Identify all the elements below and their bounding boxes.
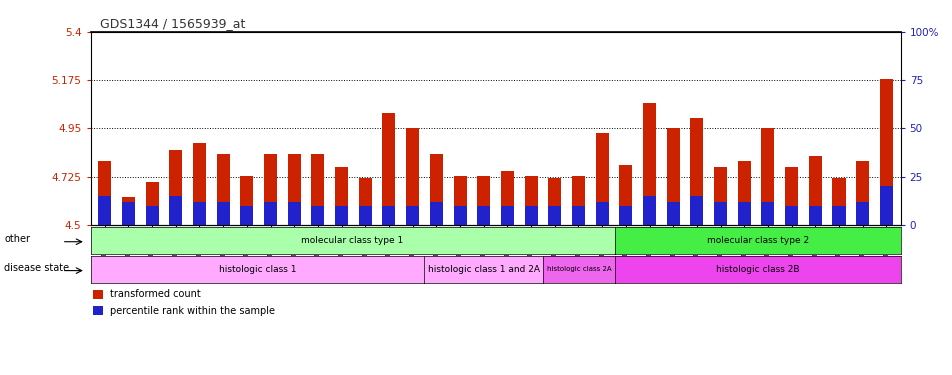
Bar [216,202,229,225]
Bar [666,202,679,225]
Bar [406,128,419,225]
Bar [571,206,585,225]
Bar [689,196,703,225]
Bar [784,206,798,225]
Bar [737,160,750,225]
Bar [477,206,489,225]
Bar [382,113,395,225]
Bar [288,202,301,225]
Bar [524,176,537,225]
Bar [547,178,561,225]
Bar [595,202,608,225]
Bar [169,150,182,225]
Bar [713,202,726,225]
Bar [335,206,347,225]
Text: percentile rank within the sample: percentile rank within the sample [109,306,274,316]
Bar [264,202,277,225]
Bar [761,128,774,225]
Text: transformed count: transformed count [109,289,200,299]
Text: GDS1344 / 1565939_at: GDS1344 / 1565939_at [100,17,246,30]
Bar [264,154,277,225]
Bar [358,206,371,225]
Bar [879,79,892,225]
Bar [98,196,111,225]
Bar [855,160,868,225]
Bar [311,154,324,225]
Bar [761,202,774,225]
Bar [737,202,750,225]
Bar [382,206,395,225]
Bar [146,206,158,225]
Bar [169,196,182,225]
Bar [288,154,301,225]
Bar [808,156,821,225]
FancyBboxPatch shape [92,306,103,315]
Bar [855,202,868,225]
Bar [192,202,206,225]
Text: molecular class type 2: molecular class type 2 [705,236,808,245]
Text: histologic class 1: histologic class 1 [218,265,296,274]
Bar [571,176,585,225]
Bar [595,133,608,225]
Bar [547,206,561,225]
Bar [98,160,111,225]
Bar [808,206,821,225]
Bar [358,178,371,225]
Text: histologic class 1 and 2A: histologic class 1 and 2A [427,265,539,274]
Bar [619,165,632,225]
Bar [784,167,798,225]
Bar [240,176,253,225]
Text: histologic class 2B: histologic class 2B [715,265,799,274]
Text: molecular class type 1: molecular class type 1 [301,236,404,245]
Bar [501,206,513,225]
Bar [713,167,726,225]
Text: histologic class 2A: histologic class 2A [546,266,610,272]
Bar [879,186,892,225]
Bar [501,171,513,225]
Bar [832,206,844,225]
Bar [832,178,844,225]
Bar [335,167,347,225]
Bar [406,206,419,225]
Bar [453,176,466,225]
Bar [643,103,655,225]
Bar [216,154,229,225]
Text: other: other [4,234,30,244]
Bar [619,206,632,225]
FancyBboxPatch shape [92,290,103,298]
Bar [240,206,253,225]
Text: disease state: disease state [4,263,69,273]
Bar [666,128,679,225]
Bar [122,202,135,225]
Bar [524,206,537,225]
Bar [192,144,206,225]
Bar [146,182,158,225]
Bar [453,206,466,225]
Bar [643,196,655,225]
Bar [429,154,443,225]
Bar [429,202,443,225]
Bar [689,118,703,225]
Bar [311,206,324,225]
Bar [122,197,135,225]
Bar [477,176,489,225]
